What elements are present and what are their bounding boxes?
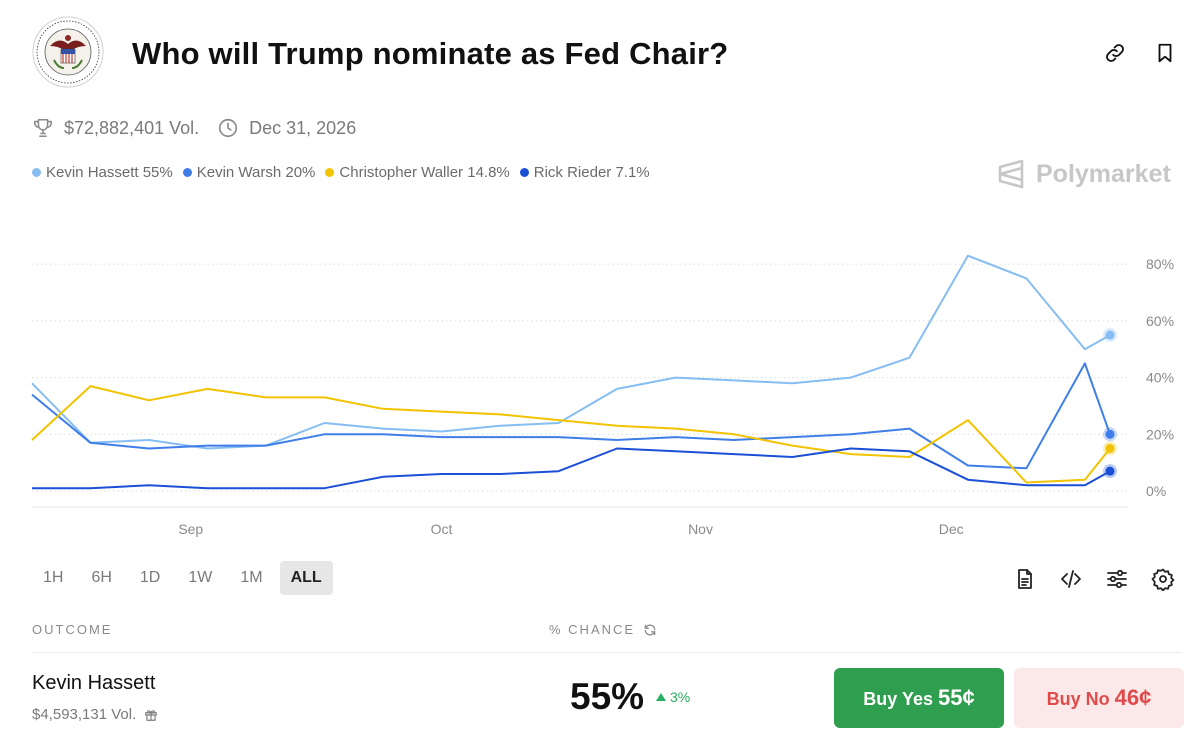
outcome-volume: $4,593,131 Vol. [32, 706, 158, 723]
clock-icon [219, 118, 238, 138]
market-header: Who will Trump nominate as Fed Chair? [32, 16, 1182, 96]
x-tick-label: Dec [939, 521, 964, 537]
trophy-icon [33, 118, 53, 138]
chance-column-header: % CHANCE [549, 622, 636, 637]
document-icon[interactable] [1013, 567, 1037, 591]
x-tick-label: Oct [431, 521, 453, 537]
series-line [32, 447, 1111, 490]
up-arrow-icon [656, 693, 666, 701]
chart-legend: Kevin Hassett 55% Kevin Warsh 20% Christ… [32, 164, 660, 181]
chance-change-value: 3% [670, 689, 691, 705]
legend-dot [32, 168, 41, 177]
legend-dot [519, 168, 529, 177]
legend-dot [182, 168, 192, 177]
price-history-chart: 80% 60% 40% 20% 0% Sep Oct Nov Dec [31, 254, 1174, 537]
series-line [31, 254, 1111, 450]
market-volume: $72,882,401 Vol. [64, 117, 200, 138]
range-6h[interactable]: 6H [80, 561, 122, 595]
buy-no-button[interactable]: Buy No 46¢ [1014, 668, 1184, 728]
buy-yes-label: Buy Yes [863, 689, 933, 709]
chart-tools [1013, 567, 1175, 591]
legend-item: Kevin Warsh 20% [182, 164, 316, 181]
bookmark-icon[interactable] [1154, 42, 1176, 64]
range-1m[interactable]: 1M [229, 561, 273, 595]
legend-item: Rick Rieder 7.1% [519, 164, 650, 181]
range-all[interactable]: ALL [279, 561, 333, 595]
series-end-marker [1105, 330, 1115, 340]
legend-item: Kevin Hassett 55% [32, 164, 173, 181]
polymarket-logo-icon [998, 159, 1024, 189]
outcome-chance: 55% [570, 676, 645, 717]
y-tick-label: 60% [1146, 313, 1174, 329]
buy-no-price: 46¢ [1114, 685, 1152, 710]
series-end-marker [1105, 443, 1115, 453]
federal-reserve-seal-icon [32, 16, 104, 88]
y-tick-label: 80% [1146, 256, 1174, 272]
x-tick-label: Sep [178, 521, 203, 537]
outcome-volume-value: $4,593,131 Vol. [32, 706, 137, 723]
legend-label: Kevin Hassett 55% [46, 164, 173, 181]
x-tick-label: Nov [688, 521, 713, 537]
market-meta: $72,882,401 Vol. Dec 31, 2026 [32, 115, 356, 141]
sliders-icon[interactable] [1105, 567, 1129, 591]
legend-label: Kevin Warsh 20% [196, 164, 316, 181]
outcome-name: Kevin Hassett [32, 672, 156, 694]
divider [32, 652, 1182, 653]
series-end-marker [1105, 466, 1115, 476]
outcome-column-header: OUTCOME [32, 622, 113, 637]
range-1w[interactable]: 1W [177, 561, 223, 595]
gift-icon [145, 709, 158, 721]
outcome-row[interactable]: Kevin Hassett $4,593,131 Vol. 55% 3% Buy… [32, 664, 1184, 734]
buy-yes-price: 55¢ [938, 685, 975, 710]
market-end-date: Dec 31, 2026 [249, 117, 357, 138]
series-line [31, 362, 1111, 470]
legend-label: Christopher Waller 14.8% [339, 164, 510, 181]
buy-yes-button[interactable]: Buy Yes 55¢ [834, 668, 1004, 728]
y-tick-label: 0% [1146, 483, 1166, 499]
y-tick-label: 40% [1146, 370, 1174, 386]
refresh-icon[interactable] [643, 623, 657, 637]
range-1d[interactable]: 1D [129, 561, 171, 595]
outcome-table-header: OUTCOME % CHANCE [32, 622, 1182, 637]
legend-label: Rick Rieder 7.1% [533, 164, 650, 181]
legend-dot [325, 168, 335, 177]
brand-name: Polymarket [1036, 159, 1171, 188]
link-icon[interactable] [1104, 42, 1126, 64]
legend-item: Christopher Waller 14.8% [325, 164, 510, 181]
embed-code-icon[interactable] [1059, 567, 1083, 591]
series-end-marker [1105, 429, 1115, 439]
chance-change: 3% [656, 689, 690, 705]
series-line [31, 385, 1111, 484]
buy-no-label: Buy No [1046, 689, 1110, 709]
time-range-selector: 1H 6H 1D 1W 1M ALL [32, 561, 339, 595]
gear-icon[interactable] [1151, 567, 1175, 591]
page-title: Who will Trump nominate as Fed Chair? [132, 36, 729, 71]
polymarket-watermark: Polymarket [996, 158, 1171, 190]
y-tick-label: 20% [1146, 426, 1174, 442]
range-1h[interactable]: 1H [32, 561, 74, 595]
